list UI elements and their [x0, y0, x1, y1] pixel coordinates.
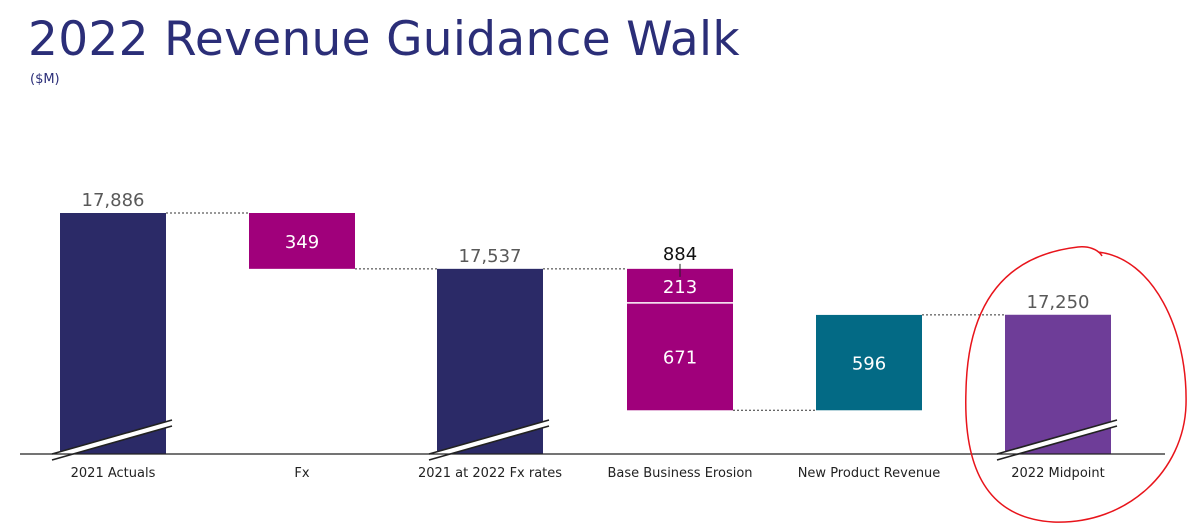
data-label: 17,250	[1027, 292, 1090, 313]
data-label: 213	[663, 277, 697, 298]
category-label: 2021 at 2022 Fx rates	[418, 466, 562, 481]
data-label: 884	[663, 244, 697, 265]
data-label: 349	[285, 232, 319, 253]
category-label: Base Business Erosion	[607, 466, 752, 481]
bar	[437, 268, 543, 454]
data-label: 671	[663, 348, 697, 369]
page-title: 2022 Revenue Guidance Walk	[28, 12, 740, 67]
axis-break-line	[51, 419, 173, 455]
category-label: 2022 Midpoint	[1011, 466, 1104, 481]
category-label: New Product Revenue	[798, 466, 941, 481]
data-label: 596	[852, 354, 886, 375]
axis-break-line	[428, 419, 550, 455]
axis-break-line	[996, 419, 1118, 455]
axis-break-gap	[997, 420, 1117, 460]
highlight-circle	[965, 246, 1187, 523]
bar	[60, 213, 166, 454]
bar-segment	[627, 302, 733, 411]
bar	[249, 213, 355, 269]
axis-break-gap	[429, 420, 549, 460]
data-label: 17,886	[82, 190, 145, 211]
data-label: 17,537	[459, 246, 522, 267]
bar	[1005, 314, 1111, 454]
units-label: ($M)	[30, 72, 60, 87]
axis-break-gap	[52, 420, 172, 460]
bar	[816, 314, 922, 411]
category-label: 2021 Actuals	[71, 466, 156, 481]
category-label: Fx	[294, 466, 309, 481]
